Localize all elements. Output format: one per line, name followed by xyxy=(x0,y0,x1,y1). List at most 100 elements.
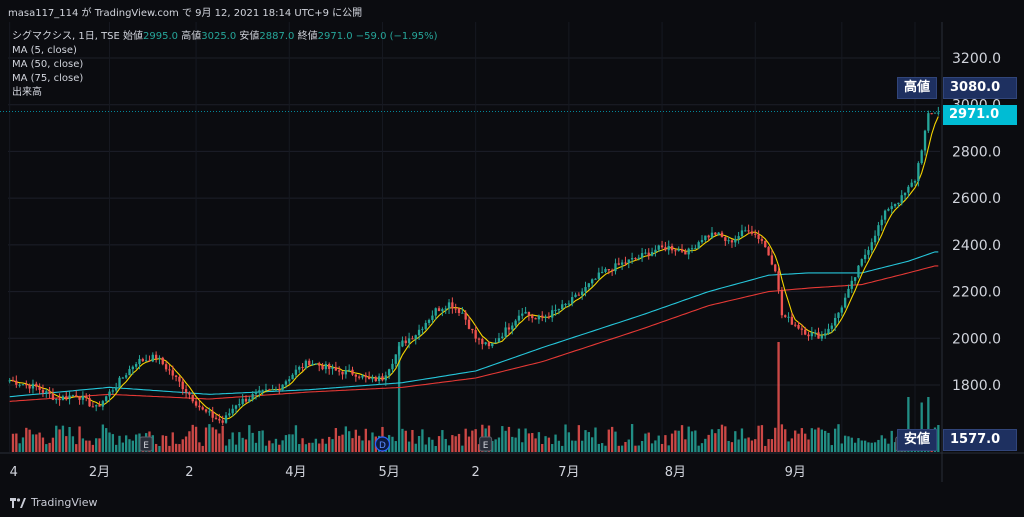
candle-body xyxy=(338,370,341,372)
volume-bar xyxy=(194,426,198,452)
volume-bar xyxy=(41,437,45,452)
candle-body xyxy=(594,278,597,280)
candle-body xyxy=(717,232,720,235)
volume-bar xyxy=(278,444,281,452)
candle-body xyxy=(740,230,744,237)
candle-body xyxy=(551,310,554,318)
volume-bar xyxy=(853,442,857,452)
candle-body xyxy=(124,375,128,378)
price-tick-label: 1800.0 xyxy=(952,378,1001,394)
volume-bar xyxy=(717,429,720,452)
volume-bar xyxy=(787,441,790,452)
volume-bar xyxy=(784,429,787,452)
candle-body xyxy=(627,259,630,264)
publish-info: masa117_114 が TradingView.com で 9月 12, 2… xyxy=(8,8,363,19)
volume-bar xyxy=(184,436,188,452)
volume-bar xyxy=(78,426,81,452)
price-chart[interactable]: 3200.03000.02800.02600.02400.02200.02000… xyxy=(0,22,1024,487)
volume-bar xyxy=(920,402,923,452)
volume-bar xyxy=(261,430,264,452)
volume-bar xyxy=(687,426,690,452)
candle-body xyxy=(464,312,467,320)
volume-bar xyxy=(843,435,847,452)
candle-body xyxy=(893,204,897,207)
candle-body xyxy=(630,258,634,260)
candle-body xyxy=(304,360,308,368)
volume-bar xyxy=(557,440,561,452)
candle-body xyxy=(757,234,760,240)
candle-body xyxy=(461,312,464,314)
candle-body xyxy=(371,377,374,380)
volume-bar xyxy=(820,429,823,452)
candle-body xyxy=(670,245,674,251)
candle-body xyxy=(927,113,930,131)
candle-body xyxy=(534,318,537,320)
volume-bar xyxy=(224,445,228,452)
candle-body xyxy=(647,252,650,256)
earnings-marker xyxy=(479,436,493,452)
volume-bar xyxy=(58,429,61,452)
volume-bar xyxy=(610,426,614,452)
candle-body xyxy=(454,308,457,310)
candle-body xyxy=(101,401,105,407)
volume-bar xyxy=(640,441,644,452)
tradingview-logo[interactable]: TradingView xyxy=(10,496,97,509)
volume-bar xyxy=(770,439,774,452)
volume-bar xyxy=(321,438,324,452)
volume-bar xyxy=(511,436,514,452)
volume-bar xyxy=(201,445,204,452)
candle-body xyxy=(15,380,18,385)
volume-bar xyxy=(338,435,341,452)
candle-body xyxy=(704,235,707,241)
volume-bar xyxy=(281,440,284,452)
volume-bar xyxy=(404,430,407,452)
candle-body xyxy=(191,394,194,402)
candle-body xyxy=(750,231,754,234)
candle-body xyxy=(68,395,71,400)
volume-bar xyxy=(108,432,111,452)
candle-body xyxy=(597,272,600,279)
volume-bar xyxy=(551,444,554,452)
volume-bar xyxy=(161,435,164,452)
volume-bar xyxy=(740,428,744,452)
volume-bar xyxy=(684,439,687,452)
ma50-line xyxy=(9,251,939,398)
candle-body xyxy=(527,311,531,316)
time-tick-label: 4 xyxy=(10,465,18,480)
volume-bar xyxy=(624,441,627,452)
candle-body xyxy=(401,340,404,347)
volume-bar xyxy=(464,428,467,452)
volume-bar xyxy=(647,432,650,452)
candle-body xyxy=(231,408,234,414)
price-tick-label: 2400.0 xyxy=(952,238,1001,254)
legend-volume[interactable]: 出来高 xyxy=(12,87,42,98)
volume-bar xyxy=(118,435,121,452)
candle-body xyxy=(427,319,431,323)
volume-bar xyxy=(437,436,441,452)
volume-bar xyxy=(814,429,817,452)
candle-body xyxy=(238,403,241,406)
legend-ohlc-row: シグマクシス, 1日, TSE 始値2995.0 高値3025.0 安値2887… xyxy=(12,30,438,44)
low-value: 2887.0 xyxy=(259,31,295,42)
volume-bar xyxy=(857,438,860,452)
candle-body xyxy=(28,384,31,389)
candle-body xyxy=(760,239,764,241)
legend-ma5[interactable]: MA (5, close) xyxy=(12,45,77,56)
price-tick-label: 2600.0 xyxy=(952,191,1001,207)
legend-ma75[interactable]: MA (75, close) xyxy=(12,73,84,84)
candle-body xyxy=(351,369,354,375)
candle-body xyxy=(444,308,447,310)
candle-body xyxy=(474,330,477,339)
volume-bar xyxy=(311,442,314,452)
volume-bar xyxy=(674,430,677,452)
volume-bar xyxy=(88,440,91,452)
candle-body xyxy=(105,396,108,402)
volume-bar xyxy=(91,444,95,452)
candle-body xyxy=(424,322,427,329)
legend-ma50[interactable]: MA (50, close) xyxy=(12,59,84,70)
candle-body xyxy=(411,338,414,340)
volume-bar xyxy=(364,428,367,452)
candle-body xyxy=(590,279,594,284)
candle-body xyxy=(571,297,574,304)
volume-bar xyxy=(348,431,351,452)
